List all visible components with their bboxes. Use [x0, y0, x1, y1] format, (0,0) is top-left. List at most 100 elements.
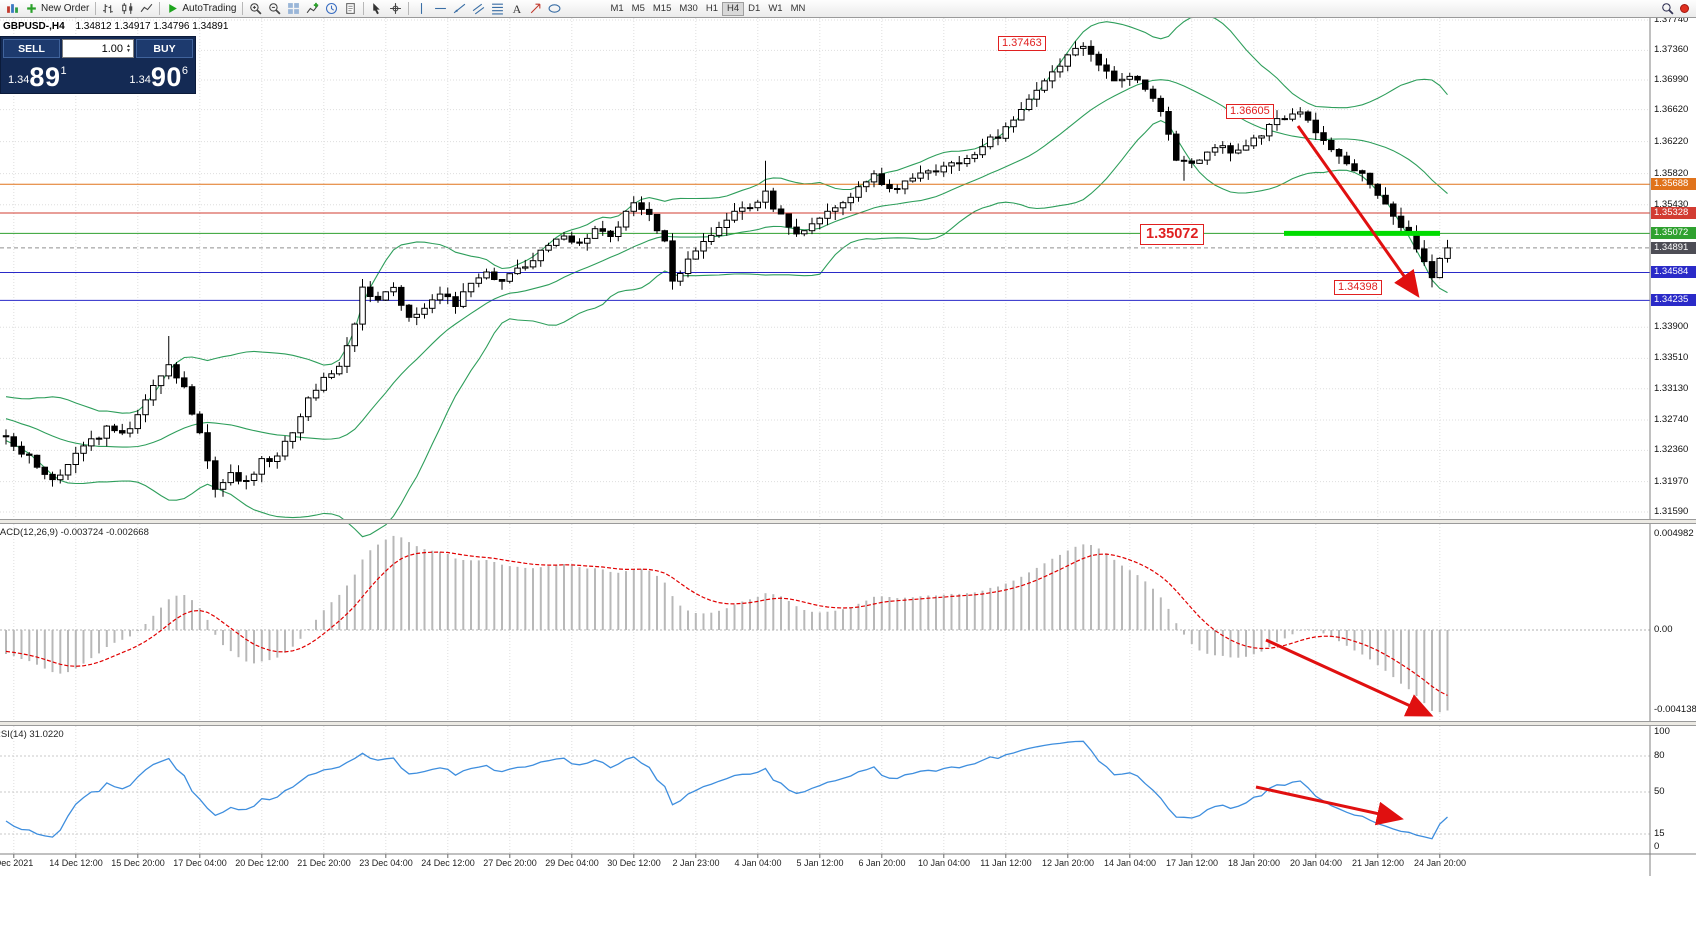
- rsi-axis-label: 80: [1654, 750, 1665, 761]
- zoom-out-button[interactable]: [265, 1, 284, 17]
- autotrading-label: AutoTrading: [182, 3, 237, 14]
- ask-big: 90: [150, 62, 182, 92]
- time-axis-label: 14 Dec 12:00: [49, 858, 103, 868]
- timeframe-m30[interactable]: M30: [679, 2, 698, 14]
- macd-axis-label: 0.004982: [1654, 528, 1694, 539]
- spinner-up-icon[interactable]: ▲: [126, 43, 131, 49]
- channel-button[interactable]: [469, 1, 488, 17]
- price-axis-label: 1.33130: [1654, 383, 1689, 394]
- volume-input[interactable]: 1.00 ▲ ▼: [62, 39, 134, 58]
- volume-value: 1.00: [101, 42, 124, 55]
- toolbar-separator: [242, 2, 244, 15]
- shapes-button[interactable]: [545, 1, 564, 17]
- price-annotation: 1.37463: [998, 36, 1046, 51]
- toolbar-separator: [408, 2, 410, 15]
- time-axis-label: 4 Jan 04:00: [734, 858, 782, 868]
- price-level-tag: 1.35328: [1651, 207, 1696, 219]
- time-axis-label: 14 Jan 04:00: [1103, 858, 1157, 868]
- candlestick-chart-button[interactable]: [118, 1, 137, 17]
- price-axis-label: 1.31590: [1654, 506, 1689, 517]
- toolbar: New Order AutoTrading A M1 M5: [0, 0, 1696, 18]
- toolbar-separator: [95, 2, 97, 15]
- toolbar-right-group: [1661, 2, 1693, 15]
- buy-button[interactable]: BUY: [136, 39, 193, 58]
- volume-spinner[interactable]: ▲ ▼: [126, 44, 131, 53]
- indicators-button[interactable]: [303, 1, 322, 17]
- one-click-trading-panel: SELL 1.00 ▲ ▼ BUY 1.34 89 1 1.34 90 6: [0, 36, 196, 94]
- ohlc-values: 1.34812 1.34917 1.34796 1.34891: [75, 21, 229, 32]
- macd-axis-label: -0.004138: [1654, 704, 1696, 715]
- time-axis-label: 11 Jan 12:00: [980, 858, 1032, 868]
- zoom-in-button[interactable]: [246, 1, 265, 17]
- time-axis-label: 29 Dec 04:00: [545, 858, 599, 868]
- bid-price: 1.34 89 1: [8, 64, 67, 91]
- macd-label: MACD(12,26,9) -0.003724 -0.002668: [0, 527, 149, 538]
- play-icon: [169, 4, 178, 13]
- bar-chart-button[interactable]: [99, 1, 118, 17]
- window-separator[interactable]: [0, 519, 1696, 524]
- plus-icon: [27, 4, 36, 13]
- price-axis-label: 1.37740: [1654, 14, 1689, 25]
- window-separator[interactable]: [0, 721, 1696, 726]
- new-order-label: New Order: [41, 3, 90, 14]
- price-level-tag: 1.35688: [1651, 178, 1696, 190]
- timeframe-h1[interactable]: H1: [705, 2, 718, 14]
- timeframe-m5[interactable]: M5: [631, 2, 645, 14]
- sell-button[interactable]: SELL: [3, 39, 60, 58]
- toolbar-separator: [363, 2, 365, 15]
- price-axis-label: 1.35430: [1654, 199, 1689, 210]
- timeframe-mn[interactable]: MN: [790, 2, 806, 14]
- spinner-down-icon[interactable]: ▼: [126, 47, 131, 54]
- autotrading-button[interactable]: AutoTrading: [163, 1, 239, 17]
- time-axis-label: 27 Dec 20:00: [483, 858, 537, 868]
- trend-arrow: [1296, 125, 1420, 298]
- timeframe-d1[interactable]: D1: [748, 2, 761, 14]
- time-axis-label: 21 Dec 20:00: [297, 858, 351, 868]
- time-axis-label: 6 Jan 20:00: [858, 858, 906, 868]
- trend-arrow: [1265, 638, 1434, 717]
- fibonacci-button[interactable]: [488, 1, 507, 17]
- time-axis-label: Dec 2021: [0, 858, 34, 868]
- tile-windows-button[interactable]: [284, 1, 303, 17]
- horizontal-line-button[interactable]: [431, 1, 450, 17]
- template-button[interactable]: [341, 1, 360, 17]
- arrow-tool-button[interactable]: [526, 1, 545, 17]
- time-axis-label: 15 Dec 20:00: [111, 858, 165, 868]
- svg-text:A: A: [513, 2, 522, 15]
- timeframe-m1[interactable]: M1: [610, 2, 624, 14]
- price-axis-label: 1.31970: [1654, 476, 1689, 487]
- chart-logo-icon: [3, 1, 22, 17]
- cursor-button[interactable]: [367, 1, 386, 17]
- rsi-label: RSI(14) 31.0220: [0, 729, 64, 740]
- price-axis-label: 1.32740: [1654, 414, 1689, 425]
- symbol-label: GBPUSD-,H4: [3, 21, 65, 32]
- timeframe-w1[interactable]: W1: [768, 2, 783, 14]
- line-chart-button[interactable]: [137, 1, 156, 17]
- trendline-button[interactable]: [450, 1, 469, 17]
- bid-sup: 1: [60, 65, 67, 77]
- toolbar-separator: [159, 2, 161, 15]
- ask-price: 1.34 90 6: [129, 64, 188, 91]
- period-clock-button[interactable]: [322, 1, 341, 17]
- new-order-button[interactable]: New Order: [22, 1, 92, 17]
- price-level-tag: 1.34584: [1651, 266, 1696, 278]
- price-annotation: 1.36605: [1226, 104, 1274, 119]
- vertical-line-button[interactable]: [412, 1, 431, 17]
- rsi-axis-label: 50: [1654, 786, 1665, 797]
- timeframe-m15[interactable]: M15: [652, 2, 672, 14]
- price-axis-label: 1.36620: [1654, 104, 1689, 115]
- time-axis-label: 5 Jan 12:00: [796, 858, 844, 868]
- text-tool-button[interactable]: A: [507, 1, 526, 17]
- price-axis-label: 1.33900: [1654, 321, 1689, 332]
- timeframe-h4[interactable]: H4: [722, 1, 745, 16]
- crosshair-button[interactable]: [386, 1, 405, 17]
- search-icon[interactable]: [1661, 2, 1674, 15]
- price-annotation: 1.34398: [1334, 280, 1382, 295]
- current-price-tag: 1.34891: [1651, 242, 1696, 254]
- time-axis-label: 10 Jan 04:00: [917, 858, 971, 868]
- time-axis-label: 17 Dec 04:00: [173, 858, 227, 868]
- time-axis-label: 24 Jan 20:00: [1413, 858, 1467, 868]
